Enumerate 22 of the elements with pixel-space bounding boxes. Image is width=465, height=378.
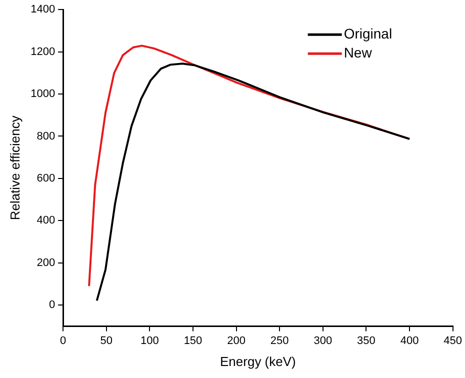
x-tick-label: 400 <box>400 334 419 347</box>
x-tick-label: 100 <box>140 334 159 347</box>
x-tick-label: 250 <box>270 334 289 347</box>
y-tick-label: 400 <box>36 214 56 227</box>
x-tick-label: 150 <box>184 334 202 347</box>
y-tick-label: 600 <box>36 172 56 184</box>
y-tick-label: 800 <box>36 130 56 142</box>
y-tick-label: 200 <box>36 256 56 269</box>
x-tick-label: 0 <box>60 334 66 347</box>
x-tick-label: 50 <box>100 334 112 347</box>
x-tick-label: 450 <box>444 334 462 347</box>
x-tick-label: 200 <box>227 334 246 347</box>
x-tick-label: 350 <box>357 334 376 347</box>
y-tick-label: 1200 <box>30 46 56 58</box>
y-tick-label: 1400 <box>30 4 56 16</box>
y-axis-title: Relative efficiency <box>7 115 22 220</box>
legend-label: Original <box>344 25 392 42</box>
legend-label: New <box>344 44 373 60</box>
x-axis-title: Energy (keV) <box>220 354 296 369</box>
y-tick-label: 1000 <box>30 88 56 100</box>
x-tick-label: 300 <box>314 334 332 347</box>
y-tick-label: 0 <box>48 299 56 312</box>
